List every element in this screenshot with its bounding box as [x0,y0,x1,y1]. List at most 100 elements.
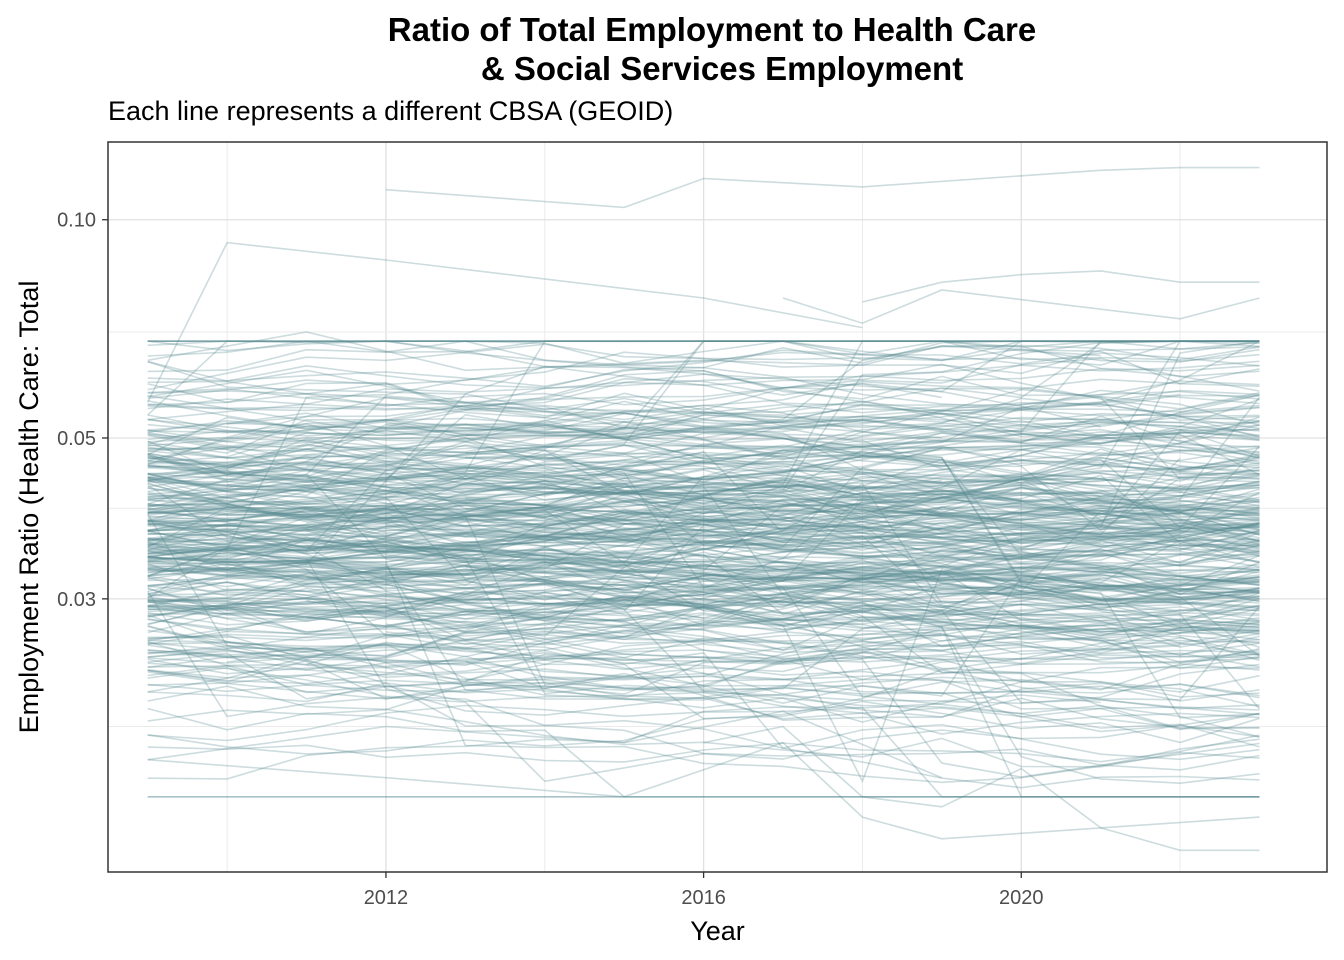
series-line [147,340,1260,373]
series-line [147,584,1260,641]
series-line [147,505,1260,557]
series-line [147,561,1260,611]
series-line [147,402,1260,432]
series-line [147,554,1260,619]
series-line [782,289,1260,325]
series-line [147,639,1260,744]
series-line [147,423,1260,471]
series-line [385,481,1260,583]
series-line [147,340,1260,410]
series-line [147,546,1260,617]
x-tick-label: 2012 [364,887,409,909]
series-line [306,433,1181,524]
series-line [147,710,943,779]
series-line [147,439,1260,492]
series-line [147,598,1260,785]
series-line [146,241,863,403]
series-line [147,642,1260,722]
series-line [147,486,1260,539]
series-line [147,340,1260,442]
series-line [465,406,1260,454]
series-line [147,585,1261,710]
series-line [306,524,1260,602]
series-line [147,561,1260,637]
series-line [147,345,1260,456]
series-line [147,523,1260,784]
series-line [147,622,1260,652]
series-line [147,508,1260,547]
series-line [385,524,1260,552]
series-line [147,600,1260,642]
series-line [147,497,1260,560]
series-line [147,625,1260,778]
series-line [147,519,1260,583]
series-line [147,528,1260,600]
series-line [147,633,1260,685]
series-line [147,547,1260,659]
series-line [147,495,1260,594]
series-line [147,583,1260,651]
series-line [147,340,1260,389]
series-line [147,649,1260,766]
series-line [385,545,1260,596]
series-line [147,587,942,635]
series-line [147,445,1260,502]
series-line [147,500,1260,586]
series-line [147,630,1260,729]
series-line [465,426,1260,459]
series-line [147,394,1260,460]
series-line [147,340,1260,361]
series-line [147,482,1260,686]
series-line [147,600,1260,660]
series-line [147,559,1260,608]
series-line [147,498,1260,543]
series-line [147,543,1260,627]
series-line [147,444,1260,564]
series-line [147,567,1260,620]
series-line [147,481,1260,558]
series-line [147,331,1101,372]
series-line [147,474,1260,524]
series-line [147,450,1260,540]
series-line [147,436,1022,501]
series-line [147,527,1260,576]
series-line [147,447,942,501]
series-line [147,579,1181,622]
series-line [147,563,1260,633]
series-line [147,581,1260,738]
series-line [147,435,1260,492]
series-line [147,648,1260,671]
series-line [147,663,1260,700]
series-line [147,596,1260,654]
series-line [147,466,1260,525]
series-line [147,604,1260,660]
series-line [147,469,942,552]
series-line [703,725,1260,852]
series-line [147,488,1260,536]
x-tick-label: 2020 [999,887,1044,909]
series-line [147,340,1260,478]
series-line [147,544,1260,623]
series-line [147,401,1260,472]
series-line [147,520,1260,570]
series-line [147,360,1260,417]
series-line [465,485,1260,609]
series-line [147,734,1260,763]
chart-title-line-2: & Social Services Employment [480,50,964,87]
series-line [147,369,1260,411]
series-line [385,622,1260,644]
series-line [147,340,1260,411]
series-line [147,529,1260,603]
series-line [147,509,1260,551]
series-line [147,497,1260,531]
series-line [147,439,1260,522]
series-line [147,454,1260,586]
series-line [147,383,942,407]
series-line [147,574,1260,612]
series-line [147,595,1260,633]
series-line [306,590,1260,664]
series-line [147,625,1260,711]
series-line [147,545,1101,596]
series-line [147,340,1260,427]
chart-title: Ratio of Total Employment to Health Care… [0,10,1344,88]
